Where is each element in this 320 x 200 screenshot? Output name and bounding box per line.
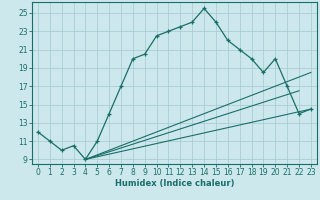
X-axis label: Humidex (Indice chaleur): Humidex (Indice chaleur) [115, 179, 234, 188]
